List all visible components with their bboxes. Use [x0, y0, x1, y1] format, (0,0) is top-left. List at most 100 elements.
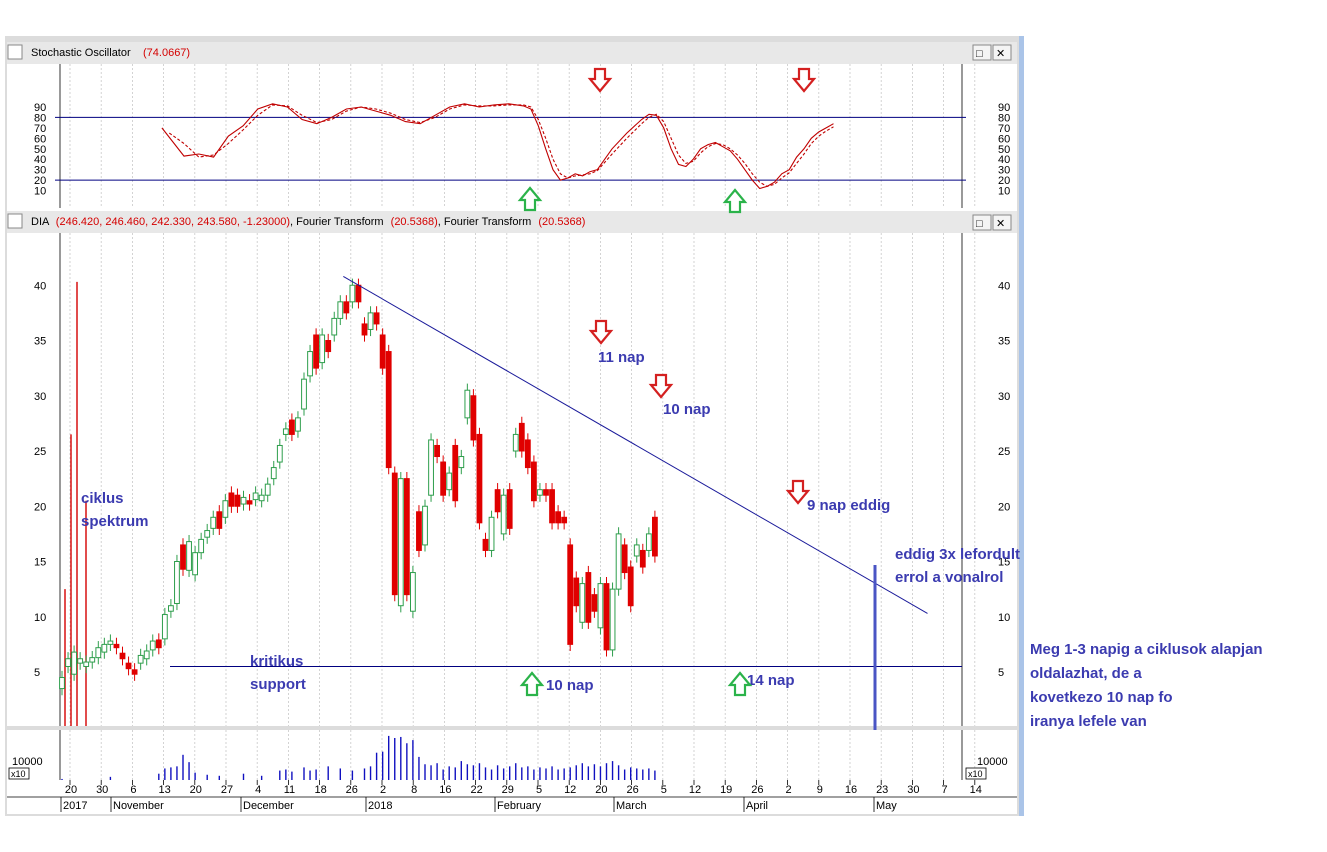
candle-up	[107, 640, 114, 645]
volume-tick-left: 10000	[12, 756, 43, 768]
x-tick-label: 12	[689, 784, 701, 796]
candle-up	[464, 389, 471, 419]
arrow-up-icon	[727, 671, 753, 697]
price-tick-left: 15	[34, 557, 46, 569]
candle-down	[506, 489, 513, 529]
candle-up	[59, 677, 65, 690]
candle-down	[639, 549, 646, 568]
candle-down	[524, 439, 531, 469]
price-tick-right: 15	[998, 557, 1010, 569]
stoch-tick-left: 50	[34, 144, 46, 156]
price-close-icon: ✕	[996, 218, 1005, 230]
candle-down	[403, 478, 410, 596]
candle-down	[652, 516, 658, 557]
stoch-tick-left: 40	[34, 154, 46, 166]
candle-down	[416, 511, 422, 551]
arrow-down-icon	[587, 67, 613, 93]
price-close-button[interactable]	[992, 214, 1012, 231]
price-tick-right: 30	[998, 391, 1010, 403]
price-tick-right: 35	[998, 336, 1010, 348]
x-tick-label: 16	[439, 784, 451, 796]
x-tick-label: 27	[221, 784, 233, 796]
stoch-series	[55, 103, 966, 190]
candle-up	[198, 538, 205, 554]
stoch-tick-left: 10	[34, 186, 46, 198]
stoch-title: Stochastic Oscillator	[31, 47, 131, 59]
arrow-up-icon	[519, 671, 545, 697]
candle-up	[77, 658, 84, 664]
stoch-d-line	[168, 104, 834, 187]
price-tick-left: 25	[34, 446, 46, 458]
stoch-close-button[interactable]	[992, 44, 1012, 61]
candle-down	[549, 489, 555, 524]
stoch-close-icon: ✕	[996, 48, 1005, 60]
x-tick-label: 7	[942, 784, 948, 796]
candle-down	[621, 544, 628, 574]
volume-multiplier-box-right	[965, 767, 987, 780]
x-tick-label: 16	[845, 784, 857, 796]
price-panel: DIA (246.420, 246.460, 242.330, 243.580,…	[7, 211, 1017, 812]
stoch-panel-icon	[7, 44, 23, 60]
price-tick-right: 20	[998, 501, 1010, 513]
price-titlebar	[7, 211, 1017, 233]
price-grid	[59, 233, 976, 726]
candle-up	[579, 583, 586, 623]
price-tick-left: 40	[34, 280, 46, 292]
x-tick-label: 18	[314, 784, 326, 796]
x-tick-label: 29	[502, 784, 514, 796]
candle-down	[343, 301, 350, 314]
x-tick-label: 20	[190, 784, 202, 796]
stoch-maximize-button[interactable]	[972, 44, 992, 61]
month-label: 2018	[368, 800, 392, 812]
candle-down	[180, 544, 186, 570]
price-title: DIA	[31, 216, 50, 228]
x-tick-label: 8	[411, 784, 417, 796]
candle-up	[95, 647, 102, 659]
candle-down	[131, 669, 138, 675]
x-tick-label: 22	[470, 784, 482, 796]
candle-up	[422, 505, 428, 546]
candle-down	[567, 544, 574, 645]
candle-up	[174, 561, 180, 604]
price-tick-left: 20	[34, 501, 46, 513]
candle-up	[258, 494, 265, 502]
stoch-tick-left: 70	[34, 123, 46, 135]
candle-down	[561, 516, 568, 524]
ft2-value: (20.5368)	[538, 216, 585, 228]
candle-up	[458, 456, 465, 469]
candle-up	[410, 572, 416, 612]
candle-down	[355, 284, 362, 303]
candle-down	[543, 489, 549, 496]
candle-up	[270, 467, 277, 480]
price-maximize-button[interactable]	[972, 214, 992, 231]
candle-down	[228, 492, 235, 507]
stoch-tick-right: 90	[998, 102, 1010, 114]
candle-up	[645, 533, 652, 551]
candle-up	[83, 661, 90, 667]
stoch-grid	[59, 64, 976, 208]
x-tick-label: 14	[970, 784, 982, 796]
candle-down	[289, 419, 295, 435]
month-label: May	[876, 800, 897, 812]
x-tick-label: 20	[595, 784, 607, 796]
candle-up	[101, 643, 108, 653]
stoch-tick-right: 50	[998, 144, 1010, 156]
candle-up	[143, 650, 150, 660]
arrow-up-icon	[722, 188, 748, 214]
side-note-line-1: Meg 1-3 napig a ciklusok alapjan	[1030, 641, 1263, 658]
candle-up	[367, 312, 374, 330]
candle-up	[89, 657, 96, 663]
volume-multiplier-right: x10	[968, 769, 983, 779]
stoch-tick-right: 80	[998, 112, 1010, 124]
price-tick-left: 5	[34, 667, 40, 679]
candle-down	[531, 461, 537, 502]
x-tick-label: 20	[65, 784, 77, 796]
candle-down	[119, 652, 126, 660]
x-tick-label: 26	[346, 784, 358, 796]
side-note-line-3: kovetkezo 10 nap fo	[1030, 689, 1173, 706]
candle-up	[276, 444, 283, 463]
candle-up	[168, 605, 174, 612]
stoch-tick-left: 90	[34, 102, 46, 114]
month-label: March	[616, 800, 647, 812]
ann-9-nap: 9 nap eddig	[807, 497, 890, 514]
